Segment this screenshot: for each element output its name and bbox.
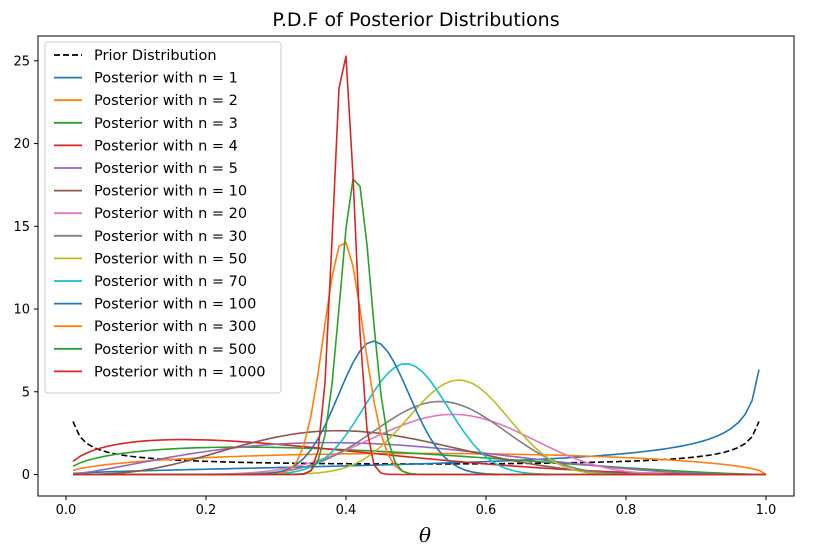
y-tick-label: 0 xyxy=(22,468,30,483)
series-layer xyxy=(72,55,767,476)
y-tick-label: 25 xyxy=(13,54,30,69)
legend-box xyxy=(44,41,282,394)
legend: Prior Distribution Posterior with n = 1 Po… xyxy=(44,41,282,394)
legend-label: Posterior with n = 2 xyxy=(94,93,238,109)
legend-label: Posterior with n = 30 xyxy=(94,229,247,245)
legend-label: Posterior with n = 50 xyxy=(94,251,247,267)
chart-title: P.D.F of Posterior Distributions xyxy=(272,9,559,31)
ticks-layer: 0.0 0.2 0.4 0.6 0.8 1.0 0 5 10 15 20 25 xyxy=(13,54,776,518)
legend-label: Posterior with n = 10 xyxy=(94,184,247,200)
legend-label: Posterior with n = 5 xyxy=(94,161,238,177)
series-line-14 xyxy=(73,55,766,476)
y-tick-label: 5 xyxy=(22,385,30,400)
plot-frame xyxy=(37,35,795,497)
x-tick-label: 0.8 xyxy=(616,503,637,518)
series-line-5 xyxy=(72,441,767,476)
legend-label: Posterior with n = 70 xyxy=(94,274,247,290)
legend-label: Prior Distribution xyxy=(94,48,217,64)
legend-label: Posterior with n = 1000 xyxy=(94,364,266,380)
x-tick-label: 0.2 xyxy=(196,503,217,518)
legend-label: Posterior with n = 300 xyxy=(94,319,256,335)
x-tick-label: 0.6 xyxy=(476,503,497,518)
y-tick-label: 10 xyxy=(13,303,30,318)
x-axis-label: θ xyxy=(419,523,431,547)
legend-label: Posterior with n = 3 xyxy=(94,116,238,132)
legend-label: Posterior with n = 100 xyxy=(94,297,256,313)
legend-label: Posterior with n = 1 xyxy=(94,71,238,87)
series-line-3 xyxy=(72,446,767,476)
legend-label: Posterior with n = 20 xyxy=(94,206,247,222)
x-tick-label: 1.0 xyxy=(756,503,777,518)
legend-label: Posterior with n = 500 xyxy=(94,342,256,358)
legend-label: Posterior with n = 4 xyxy=(94,138,238,154)
series-line-1 xyxy=(72,369,760,475)
x-tick-label: 0.4 xyxy=(336,503,357,518)
y-tick-label: 20 xyxy=(13,137,30,152)
x-tick-label: 0.0 xyxy=(56,503,77,518)
y-tick-label: 15 xyxy=(13,220,30,235)
